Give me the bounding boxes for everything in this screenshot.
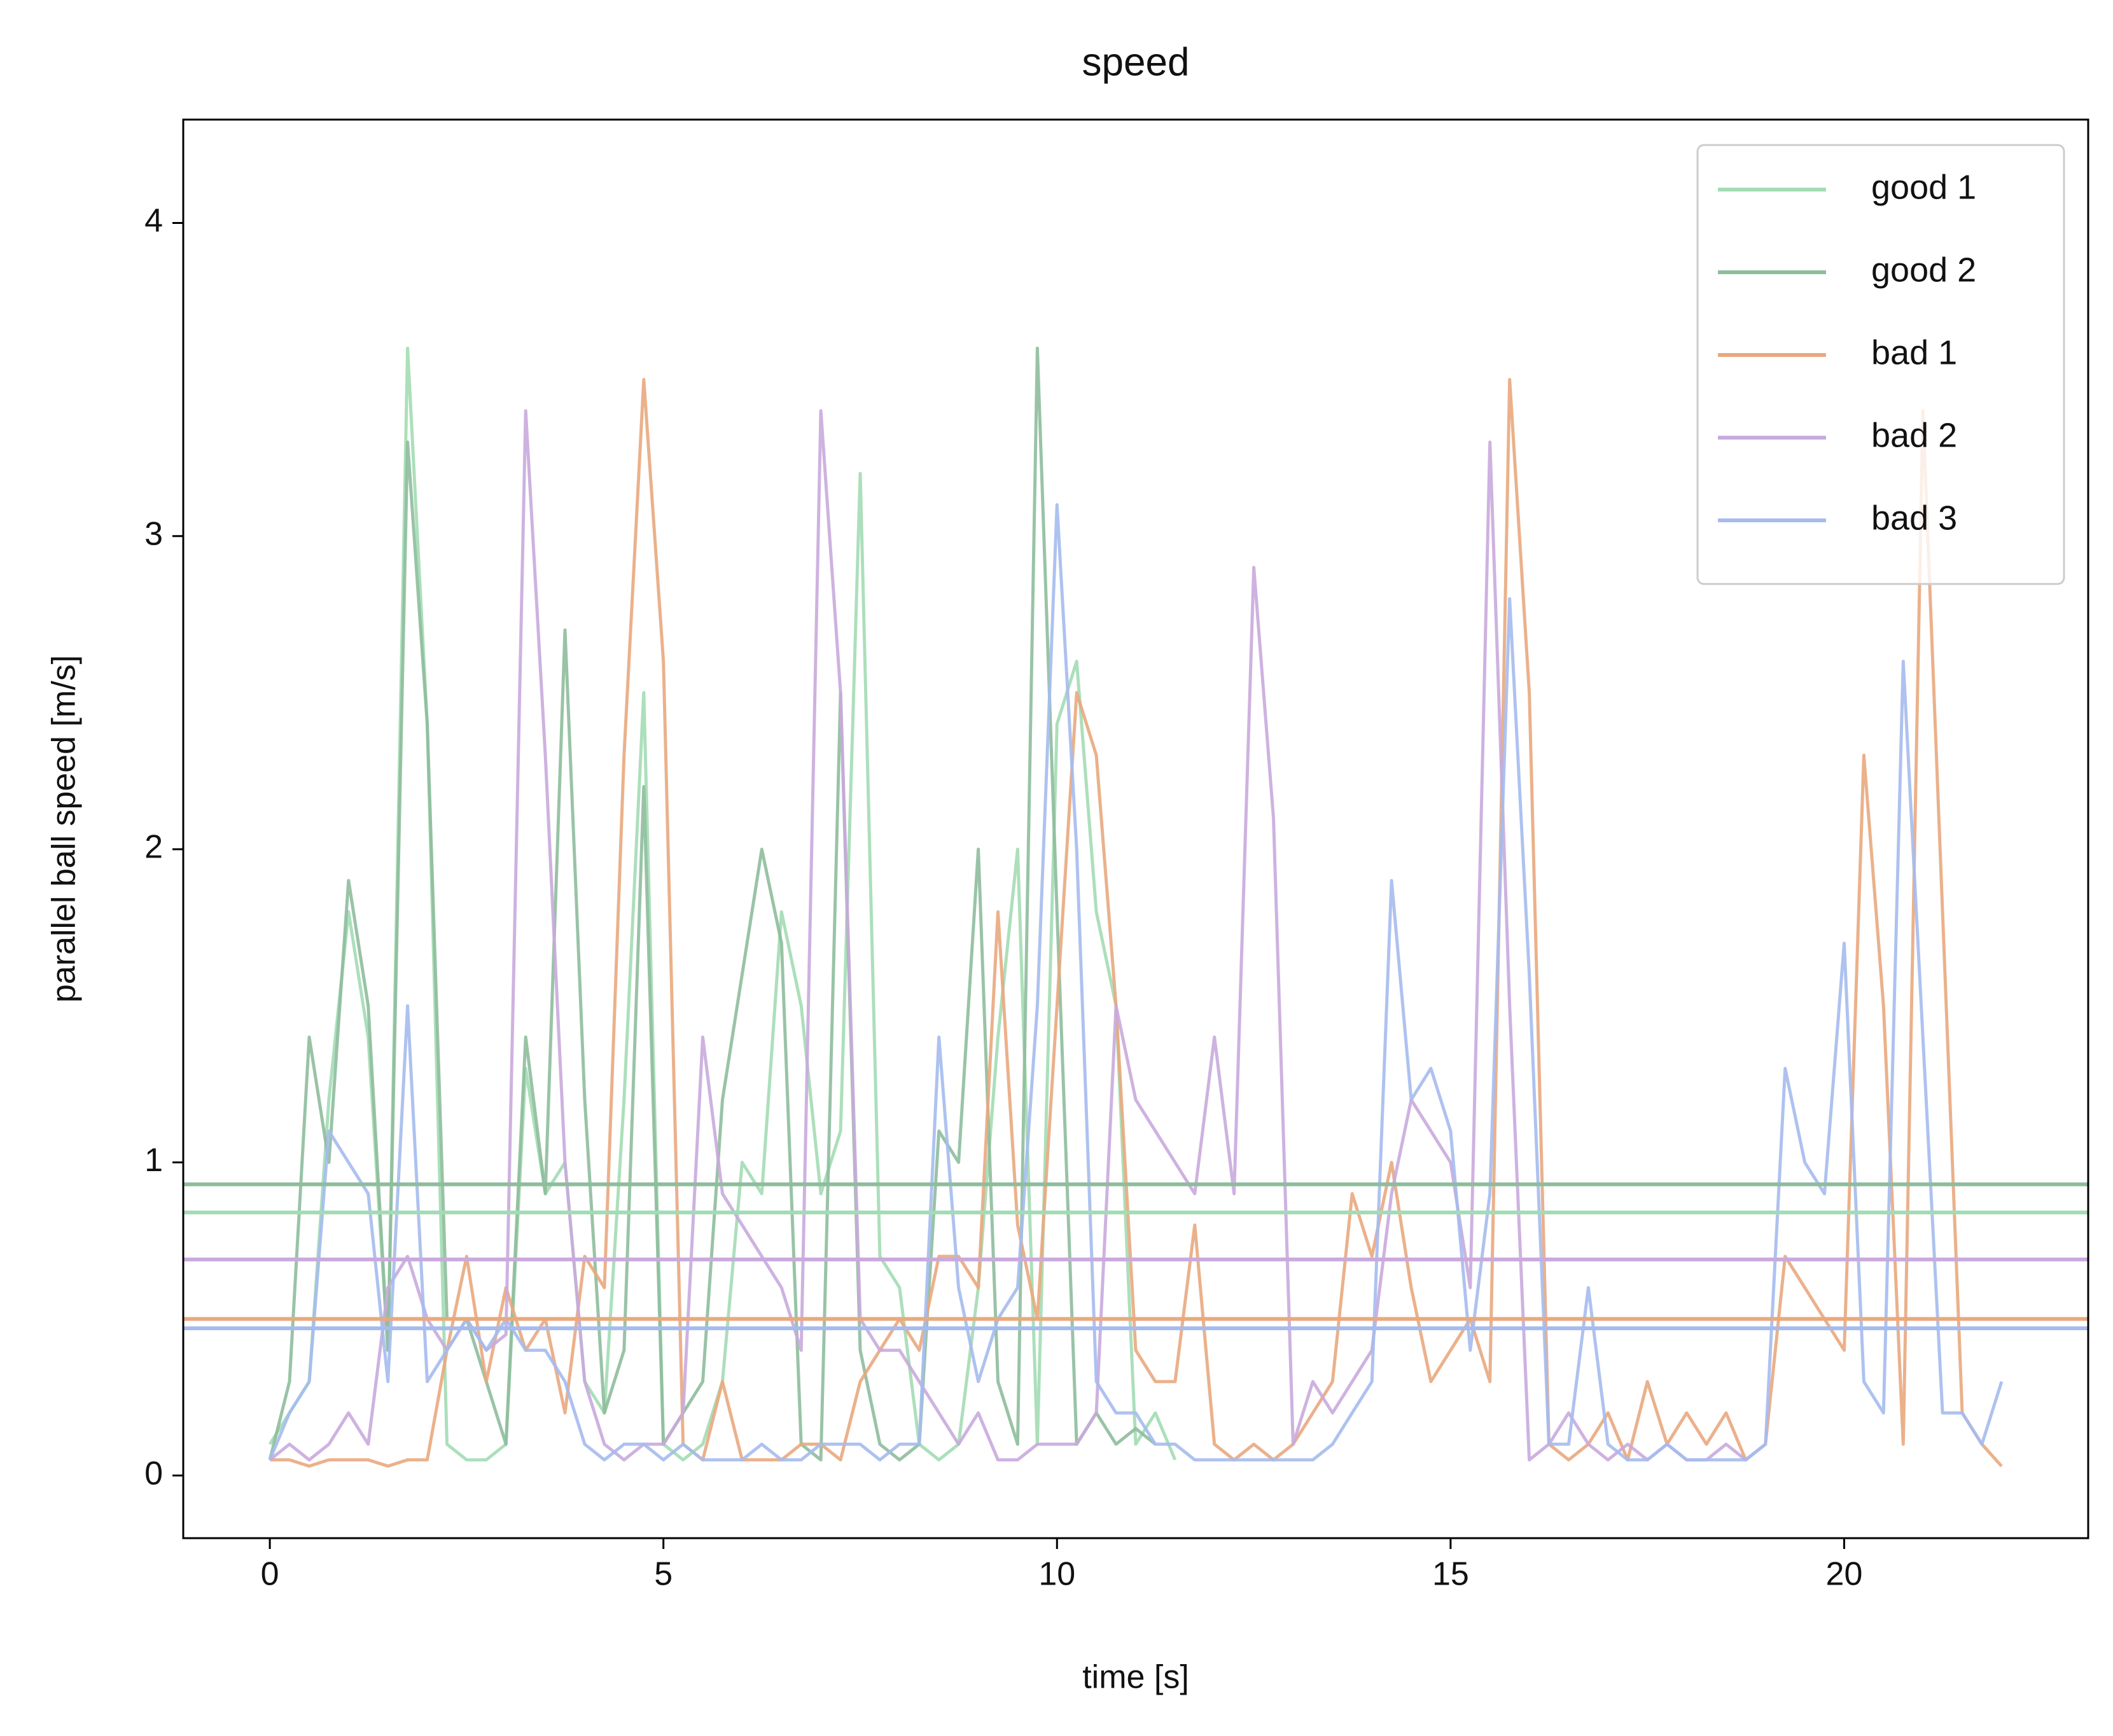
series-line	[268, 503, 2004, 1462]
legend-label: bad 2	[1871, 416, 1957, 454]
legend-label: good 1	[1871, 168, 1976, 206]
y-tick-label: 4	[144, 202, 163, 239]
x-tick-label: 20	[1826, 1556, 1863, 1593]
y-tick-label: 2	[144, 829, 163, 866]
plot-frame	[182, 118, 2089, 1539]
y-tick-label: 1	[144, 1142, 163, 1179]
plot-area	[183, 346, 2088, 1468]
legend-label: good 2	[1871, 251, 1976, 289]
series-line	[268, 409, 1767, 1462]
x-tick-label: 0	[261, 1556, 279, 1593]
legend-label: bad 3	[1871, 499, 1957, 537]
y-tick-label: 3	[144, 515, 163, 552]
legend-box	[1696, 144, 2065, 585]
series-line	[270, 378, 2003, 1468]
x-tick-label: 5	[654, 1556, 673, 1593]
x-tick-label: 10	[1038, 1556, 1075, 1593]
x-axis-label: time [s]	[1082, 1659, 1189, 1696]
series-line	[268, 346, 1157, 1462]
y-tick-label: 0	[144, 1455, 163, 1492]
y-axis-label: parallel ball speed [m/s]	[46, 655, 83, 1003]
legend-label: bad 1	[1871, 333, 1957, 372]
x-tick-label: 15	[1432, 1556, 1469, 1593]
chart-title: speed	[1082, 40, 1190, 84]
